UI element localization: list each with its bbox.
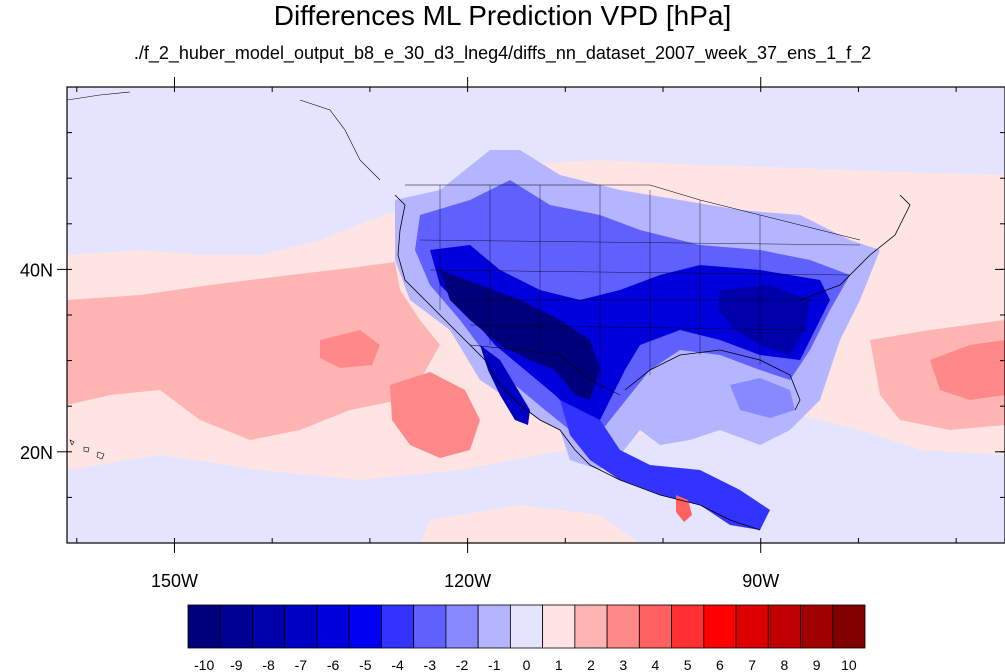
colorbar-swatch <box>348 604 382 649</box>
colorbar-label: 0 <box>523 657 531 672</box>
colorbar-label: 6 <box>716 657 724 672</box>
mexico-negative-region <box>560 400 770 530</box>
colorbar-swatch <box>671 604 705 649</box>
colorbar-swatch <box>316 604 350 649</box>
colorbar-swatch <box>542 604 576 649</box>
map-plot-area <box>66 86 1005 544</box>
colorbar-swatch <box>767 604 801 649</box>
x-tick-label: 150W <box>151 571 198 591</box>
colorbar-swatch <box>187 604 221 649</box>
colorbar-swatch <box>413 604 447 649</box>
state-boundaries <box>419 185 861 395</box>
colorbar-swatch <box>574 604 608 649</box>
y-tick-label: 20N <box>20 443 53 463</box>
hawaii-islands <box>69 439 105 460</box>
colorbar-label: 10 <box>841 657 857 672</box>
colorbar-swatch <box>219 604 253 649</box>
north-america-coastline <box>394 194 911 531</box>
colorbar-label: 7 <box>748 657 756 672</box>
colorbar-swatch <box>703 604 737 649</box>
colorbar-label: 1 <box>555 657 563 672</box>
alaska-coastline <box>67 91 381 181</box>
baja-negative-region <box>480 345 530 425</box>
colorbar-swatch <box>381 604 415 649</box>
colorbar: -10 -9 -8 -7 -6 -5 -4 -3 -2 -1 0 1 2 3 4 5 6 7 8 9 10 <box>187 604 866 672</box>
pacific-strong-positive-region <box>390 372 480 458</box>
colorbar-label: -7 <box>295 657 308 672</box>
southwest-very-strong-negative-region <box>440 270 600 400</box>
colorbar-label: 9 <box>813 657 821 672</box>
y-tick-label: 40N <box>20 260 53 280</box>
colorbar-label: 5 <box>684 657 692 672</box>
north-pacific-negative-region <box>67 87 1005 255</box>
colorbar-label: 8 <box>781 657 789 672</box>
colorbar-label: 3 <box>619 657 627 672</box>
atlantic-strong-positive-region <box>930 340 1005 400</box>
colorbar-swatch <box>606 604 640 649</box>
colorbar-label: -5 <box>359 657 372 672</box>
colorbar-label: -6 <box>327 657 340 672</box>
colorbar-swatch <box>800 604 834 649</box>
colorbar-label: 4 <box>652 657 660 672</box>
colorbar-label: -10 <box>194 657 214 672</box>
colorbar-swatch <box>509 604 544 649</box>
map-title: Differences ML Prediction VPD [hPa] <box>273 0 732 31</box>
map-subtitle: ./f_2_huber_model_output_b8_e_30_d3_lneg… <box>133 43 872 63</box>
colorbar-swatch <box>735 604 769 649</box>
colorbar-label: -4 <box>391 657 404 672</box>
colorbar-label: -2 <box>456 657 469 672</box>
colorbar-label: -8 <box>262 657 275 672</box>
axis-ticks: 150W 120W 90W 40N 20N <box>20 77 1005 591</box>
tropical-positive-patch <box>420 505 640 543</box>
colorbar-label: 2 <box>587 657 595 672</box>
colorbar-swatch <box>445 604 479 649</box>
colorbar-swatch <box>284 604 318 649</box>
colorbar-swatch <box>638 604 672 649</box>
colorbar-swatch <box>832 604 866 649</box>
colorbar-label: -1 <box>488 657 501 672</box>
pacific-strong-positive-region-2 <box>320 330 380 368</box>
caribbean-negative-region <box>730 378 795 418</box>
tropical-negative-region <box>67 410 1005 543</box>
colorbar-swatch <box>477 604 511 649</box>
colorbar-swatch <box>252 604 286 649</box>
x-tick-label: 120W <box>444 571 491 591</box>
pacific-positive-region <box>67 262 440 440</box>
colorbar-label: -9 <box>230 657 243 672</box>
x-tick-label: 90W <box>742 571 779 591</box>
southeast-very-strong-negative-region <box>718 285 810 355</box>
colorbar-label: -3 <box>424 657 437 672</box>
us-canada-border <box>405 184 861 241</box>
